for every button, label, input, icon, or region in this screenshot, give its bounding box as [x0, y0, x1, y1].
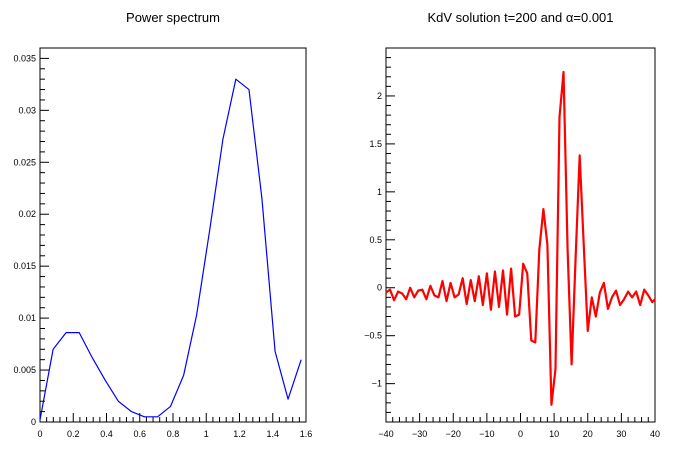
- right-x-tick-label: 10: [549, 429, 559, 439]
- right-plot-frame: [385, 47, 656, 423]
- right-x-tick-label: 20: [583, 429, 593, 439]
- right-y-tick-label: 0: [377, 283, 382, 293]
- left-y-tick-label: 0.02: [18, 209, 36, 219]
- left-x-tick-label: 0.6: [133, 429, 146, 439]
- left-plot-frame: [39, 47, 307, 423]
- left-x-tick-label: 0.4: [100, 429, 113, 439]
- right-y-tick-label: 2: [377, 91, 382, 101]
- left-x-tick-label: 1: [204, 429, 209, 439]
- right-x-tick-label: −30: [412, 429, 427, 439]
- right-y-tick-label: 0.5: [369, 235, 382, 245]
- right-x-tick-label: −40: [378, 429, 393, 439]
- left-x-tick-label: 1.4: [266, 429, 279, 439]
- left-x-tick-label: 0.2: [67, 429, 80, 439]
- left-chart: Power spectrum 0 0.2 0.4 0.6 0.8 1 1.2 1.4 1.6 0 0.…: [13, 10, 312, 439]
- right-x-tick-label: −20: [446, 429, 461, 439]
- left-y-tick-label: 0.015: [13, 261, 36, 271]
- right-y-tick-label: −1: [372, 379, 382, 389]
- right-y-tick-label: 1: [377, 187, 382, 197]
- left-y-tick-label: 0.035: [13, 53, 36, 63]
- left-chart-title: Power spectrum: [126, 10, 220, 25]
- left-x-tick-label: 1.6: [300, 429, 313, 439]
- left-x-tick-label: 0: [37, 429, 42, 439]
- right-x-tick-label: −10: [479, 429, 494, 439]
- left-x-tick-label: 0.8: [167, 429, 180, 439]
- right-x-tick-label: 0: [518, 429, 523, 439]
- right-x-tick-label: 40: [650, 429, 660, 439]
- right-y-tick-label: −0.5: [364, 331, 382, 341]
- left-y-tick-label: 0.03: [18, 105, 36, 115]
- right-x-tick-label: 30: [616, 429, 626, 439]
- left-y-tick-label: 0.025: [13, 157, 36, 167]
- right-series-line: [385, 70, 656, 406]
- left-y-tick-label: 0.01: [18, 313, 36, 323]
- left-x-tick-label: 1.2: [233, 429, 246, 439]
- left-y-tick-label: 0.005: [13, 365, 36, 375]
- right-chart: KdV solution t=200 and α=0.001 −40 −30 −20 −…: [364, 10, 660, 439]
- right-chart-title: KdV solution t=200 and α=0.001: [427, 10, 613, 25]
- right-y-tick-label: 1.5: [369, 139, 382, 149]
- left-y-tick-label: 0: [31, 417, 36, 427]
- left-series-line: [39, 78, 302, 421]
